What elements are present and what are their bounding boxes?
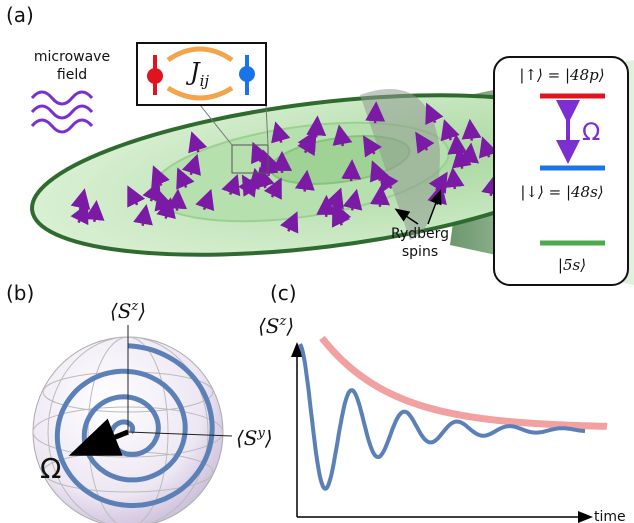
level-box [494, 57, 628, 285]
panel-label: (c) [270, 281, 297, 305]
rabi-label: Ω [582, 118, 600, 146]
microwave-label: microwave [34, 49, 110, 65]
figure: (a) microwave field Jij Rydberg spins |↑… [0, 0, 634, 523]
microwave-label: field [57, 67, 87, 83]
microwave-waves [32, 92, 92, 132]
panel-label: (a) [6, 3, 34, 27]
level-label: |5s⟩ [558, 256, 586, 274]
axis-label: ⟨Sy⟩ [236, 426, 273, 450]
axis-label: time [594, 509, 626, 523]
envelope [322, 338, 607, 426]
spins-label: Rydberg [391, 226, 449, 242]
spins-label: spins [402, 244, 438, 260]
level-label: |↑⟩ = |48p⟩ [519, 66, 604, 84]
axis-label: ⟨Sz⟩ [258, 314, 294, 338]
axis-label: ⟨Sz⟩ [110, 299, 146, 323]
panel-label: (b) [6, 281, 34, 305]
rabi-label: Ω [40, 452, 61, 485]
level-label: |↓⟩ = |48s⟩ [520, 183, 603, 201]
oscillation [300, 344, 585, 489]
